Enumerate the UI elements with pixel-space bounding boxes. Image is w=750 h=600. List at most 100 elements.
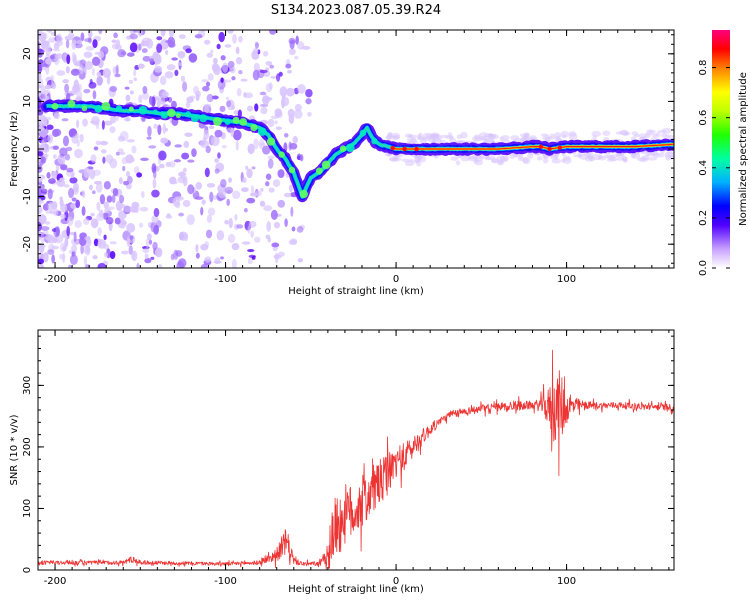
noise-blob	[289, 238, 298, 245]
halo-blob	[547, 136, 557, 140]
x-tick-label: -100	[214, 274, 237, 285]
x-tick-label: 100	[557, 576, 576, 587]
halo-blob	[631, 131, 639, 136]
noise-blob	[98, 30, 103, 35]
noise-blob	[224, 186, 234, 194]
noise-blob	[247, 143, 255, 155]
noise-blob	[284, 133, 289, 138]
halo-blob	[638, 133, 648, 139]
spectrogram-ylabel: Frequency (Hz)	[9, 111, 20, 187]
noise-blob	[138, 43, 142, 51]
noise-blob	[89, 169, 96, 180]
halo-blob	[429, 133, 439, 140]
noise-blob	[90, 212, 95, 217]
noise-blob	[98, 50, 105, 59]
noise-blob	[246, 197, 256, 204]
noise-blob	[165, 161, 171, 168]
ridge-peak-dot	[547, 146, 552, 152]
noise-blob	[40, 93, 46, 99]
y-tick-label: 10	[22, 95, 33, 108]
ridge-dot	[278, 151, 285, 158]
noise-blob	[101, 120, 105, 130]
noise-blob	[95, 140, 102, 146]
x-tick-label: -100	[214, 576, 237, 587]
noise-blob	[80, 32, 85, 42]
noise-blob	[62, 135, 69, 147]
halo-blob	[562, 134, 567, 139]
noise-blob	[174, 144, 182, 148]
ridge-dot	[345, 143, 355, 153]
noise-blob	[39, 244, 46, 248]
noise-blob	[102, 156, 106, 164]
halo-blob	[657, 129, 667, 134]
noise-blob	[133, 166, 140, 174]
noise-blob	[97, 227, 102, 236]
noise-blob	[92, 255, 98, 260]
noise-blob	[200, 139, 210, 149]
noise-blob	[270, 209, 278, 221]
noise-blob	[96, 71, 102, 77]
noise-blob	[181, 152, 190, 160]
ridge-peak-dot	[538, 144, 544, 149]
halo-blob	[522, 157, 531, 165]
noise-blob	[178, 212, 184, 217]
noise-blob	[224, 79, 232, 83]
noise-blob	[188, 53, 198, 63]
noise-blob	[213, 195, 218, 200]
noise-blob	[200, 243, 209, 251]
noise-blob	[224, 219, 229, 225]
noise-blob	[124, 117, 131, 122]
noise-blob	[201, 199, 206, 205]
noise-blob	[38, 179, 43, 183]
noise-blob	[50, 74, 54, 84]
noise-blob	[158, 264, 163, 268]
x-tick-label: -200	[44, 274, 67, 285]
ridge-dot	[299, 189, 308, 199]
noise-blob	[203, 129, 210, 140]
noise-blob	[194, 34, 203, 39]
noise-blob	[158, 163, 165, 169]
noise-blob	[191, 148, 197, 158]
noise-blob	[55, 226, 60, 237]
ridge-dot	[257, 127, 267, 136]
noise-blob	[115, 200, 123, 212]
noise-blob	[169, 180, 178, 185]
noise-blob	[205, 81, 211, 87]
ridge-dot	[199, 114, 208, 123]
noise-blob	[113, 32, 118, 39]
noise-blob	[225, 96, 229, 101]
noise-blob	[83, 51, 93, 58]
y-tick-label: 200	[22, 437, 33, 456]
colorbar-tick-label: 0.0	[698, 260, 709, 276]
noise-blob	[178, 171, 187, 177]
noise-blob	[53, 154, 57, 159]
noise-blob	[82, 118, 89, 127]
noise-blob	[66, 54, 71, 65]
noise-blob	[78, 64, 85, 74]
ridge-dot	[185, 111, 192, 118]
noise-blob	[206, 214, 213, 224]
noise-blob	[140, 157, 149, 162]
noise-blob	[66, 216, 74, 226]
noise-blob	[73, 231, 77, 243]
halo-blob	[549, 133, 556, 138]
noise-blob	[146, 136, 152, 140]
noise-blob	[80, 244, 84, 255]
noise-blob	[284, 218, 288, 228]
noise-blob	[40, 188, 48, 194]
noise-blob	[173, 159, 182, 163]
noise-blob	[220, 77, 224, 83]
noise-blob	[291, 226, 296, 232]
noise-blob	[186, 214, 195, 226]
noise-blob	[182, 175, 188, 187]
noise-blob	[207, 73, 214, 81]
noise-blob	[182, 167, 187, 173]
halo-blob	[550, 155, 558, 160]
noise-blob	[83, 217, 90, 225]
noise-blob	[216, 230, 225, 241]
noise-blob	[263, 205, 273, 212]
noise-blob	[259, 69, 268, 74]
noise-blob	[79, 133, 84, 143]
